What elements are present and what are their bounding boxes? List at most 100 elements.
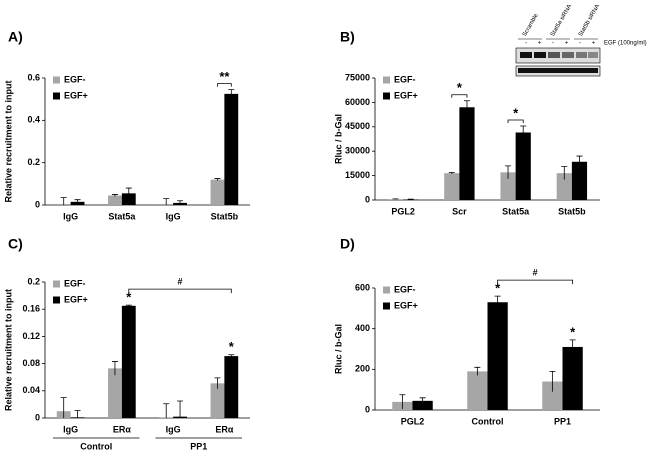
error-bar — [463, 100, 470, 114]
bar — [562, 346, 583, 410]
error-bar — [407, 198, 414, 200]
error-bar — [214, 377, 221, 389]
y-tick-label: 0.4 — [27, 115, 40, 125]
error-bar — [520, 125, 527, 139]
y-tick-label: 30000 — [345, 146, 370, 156]
legend-label: EGF- — [394, 284, 416, 294]
sig-mark: * — [126, 290, 132, 305]
legend-swatch — [53, 76, 60, 84]
sig-bracket — [217, 83, 232, 87]
band — [520, 52, 532, 58]
x-tick-label: Control — [472, 416, 504, 426]
error-bar — [111, 361, 118, 376]
bar — [224, 93, 239, 205]
blot-sign: + — [592, 41, 596, 47]
y-tick-label: 0.6 — [27, 72, 40, 82]
sig-mark: # — [533, 268, 538, 278]
bar — [108, 195, 122, 205]
x-tick-label: ERα — [113, 424, 132, 434]
bar — [224, 356, 239, 418]
y-tick-label: 0.04 — [22, 385, 40, 395]
blot-sign: - — [525, 41, 527, 47]
y-tick-label: 0 — [365, 194, 370, 204]
error-bar — [177, 200, 184, 205]
blot-lane-label: Stat5b siRNA — [578, 4, 601, 38]
y-axis-label: Rluc / b-Gal — [333, 324, 343, 374]
legend-label: EGF+ — [64, 90, 88, 100]
bar — [571, 161, 588, 200]
y-axis-label: Relative recruitment to input — [3, 289, 13, 411]
y-tick-label: 0.2 — [27, 157, 40, 167]
bar — [210, 179, 225, 205]
y-tick-label: 0.12 — [22, 331, 40, 341]
error-bar — [60, 397, 67, 418]
blot-sign: - — [579, 41, 581, 47]
x-tick-label: ERα — [215, 424, 234, 434]
error-bar — [448, 171, 455, 174]
sig-mark: # — [178, 276, 183, 286]
y-tick-label: 0 — [35, 199, 40, 209]
sig-bracket — [128, 288, 232, 294]
legend-swatch — [383, 302, 390, 310]
legend-label: EGF- — [64, 74, 86, 84]
legend-swatch — [53, 280, 60, 288]
bar — [500, 172, 516, 200]
error-bar — [419, 397, 426, 404]
panel-label: C) — [8, 236, 23, 252]
blot-lane-label: Scramble — [522, 12, 540, 38]
bar — [515, 132, 531, 200]
x-tick-label: IgG — [166, 424, 181, 434]
error-bar — [177, 400, 184, 418]
legend-swatch — [53, 92, 60, 100]
band — [548, 52, 560, 58]
bar — [459, 107, 475, 200]
error-bar — [392, 198, 399, 200]
y-axis-label: Relative recruitment to input — [3, 80, 13, 202]
western-blot — [515, 47, 601, 77]
sig-mark: * — [513, 105, 519, 120]
legend-label: EGF+ — [394, 300, 418, 310]
error-bar — [163, 403, 170, 418]
error-bar — [576, 155, 583, 168]
error-bar — [474, 366, 481, 376]
sig-mark: * — [495, 281, 501, 296]
legend-label: EGF+ — [394, 90, 418, 100]
x-tick-label: PGL2 — [401, 416, 425, 426]
x-tick-label: PGL2 — [391, 206, 415, 216]
x-tick-label: Stat5b — [558, 206, 586, 216]
legend-swatch — [383, 92, 390, 100]
y-tick-label: 15000 — [345, 170, 370, 180]
x-tick-label: Stat5b — [211, 211, 239, 221]
bar — [556, 173, 572, 200]
legend-label: EGF- — [64, 278, 86, 288]
legend-label: EGF+ — [64, 294, 88, 304]
error-bar — [228, 354, 235, 358]
blot-sign: - — [552, 41, 554, 47]
panel-label: D) — [340, 236, 355, 252]
sig-mark: * — [457, 80, 463, 95]
x-tick-label: Scr — [452, 206, 467, 216]
y-tick-label: 0.08 — [22, 358, 40, 368]
bar — [387, 199, 404, 200]
band — [588, 52, 598, 58]
error-bar — [125, 187, 132, 199]
x-tick-label: PP1 — [554, 416, 571, 426]
panel-label: B) — [340, 29, 355, 45]
error-bar — [549, 370, 556, 392]
bar — [542, 381, 563, 410]
bar — [210, 383, 225, 418]
y-tick-label: 600 — [355, 282, 370, 292]
x-tick-label: IgG — [166, 211, 181, 221]
blot-treatment: EGF (100ng/ml) — [604, 41, 647, 47]
error-bar — [60, 197, 67, 205]
x-tick-label: IgG — [63, 424, 78, 434]
sig-mark: * — [570, 324, 576, 339]
error-bar — [228, 89, 235, 99]
bar — [467, 371, 488, 410]
bar — [487, 302, 508, 410]
bar — [444, 173, 460, 200]
y-tick-label: 60000 — [345, 97, 370, 107]
error-bar — [111, 194, 118, 197]
group-label: PP1 — [190, 441, 207, 451]
